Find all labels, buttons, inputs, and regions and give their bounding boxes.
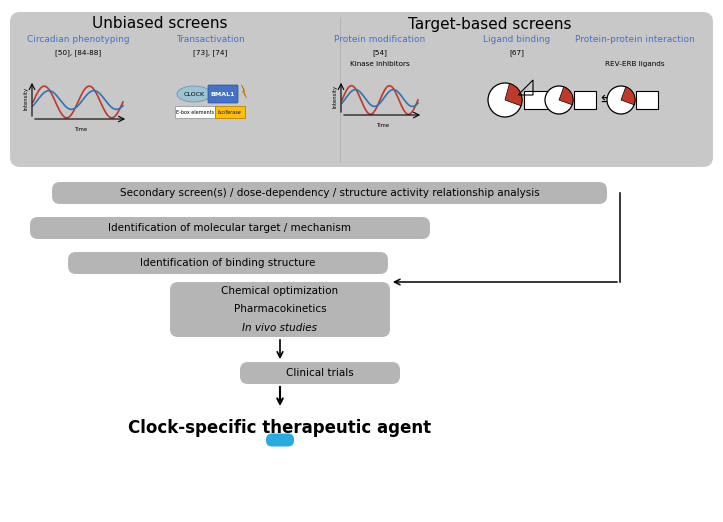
Text: Transactivation: Transactivation bbox=[176, 35, 244, 44]
Text: Chemical optimization: Chemical optimization bbox=[221, 286, 338, 296]
Ellipse shape bbox=[177, 86, 211, 102]
Polygon shape bbox=[241, 85, 247, 98]
Text: Circadian phenotyping: Circadian phenotyping bbox=[27, 35, 129, 44]
Text: ⇆: ⇆ bbox=[600, 93, 612, 107]
Text: [73], [74]: [73], [74] bbox=[193, 50, 227, 56]
Circle shape bbox=[545, 86, 573, 114]
Text: Pharmacokinetics: Pharmacokinetics bbox=[234, 304, 326, 314]
Text: E-box elements: E-box elements bbox=[176, 110, 214, 114]
Text: Protein-protein interaction: Protein-protein interaction bbox=[575, 35, 695, 44]
FancyBboxPatch shape bbox=[208, 85, 238, 103]
Bar bbox=[524, 91, 550, 109]
Text: Identification of binding structure: Identification of binding structure bbox=[140, 258, 316, 268]
Text: [54]: [54] bbox=[372, 50, 388, 56]
Bar bbox=[175, 106, 215, 118]
Text: [50], [84-88]: [50], [84-88] bbox=[55, 50, 101, 56]
Bar bbox=[574, 91, 596, 109]
Text: Time: Time bbox=[377, 123, 390, 128]
FancyBboxPatch shape bbox=[240, 362, 400, 384]
Text: Clock-specific therapeutic agent: Clock-specific therapeutic agent bbox=[129, 419, 432, 437]
FancyBboxPatch shape bbox=[170, 282, 390, 337]
Wedge shape bbox=[621, 87, 635, 105]
FancyBboxPatch shape bbox=[10, 12, 713, 167]
Text: REV-ERB ligands: REV-ERB ligands bbox=[605, 61, 665, 67]
Text: Unbiased screens: Unbiased screens bbox=[93, 17, 228, 31]
Text: luciferase: luciferase bbox=[218, 110, 242, 114]
Bar bbox=[636, 91, 658, 109]
Text: Time: Time bbox=[75, 127, 88, 132]
Text: Clinical trials: Clinical trials bbox=[286, 368, 354, 378]
Text: Intensity: Intensity bbox=[24, 87, 28, 110]
Text: Secondary screen(s) / dose-dependency / structure activity relationship analysis: Secondary screen(s) / dose-dependency / … bbox=[119, 188, 539, 198]
Text: Kinase inhibitors: Kinase inhibitors bbox=[350, 61, 410, 67]
Text: In vivo studies: In vivo studies bbox=[242, 323, 317, 333]
FancyBboxPatch shape bbox=[68, 252, 388, 274]
FancyBboxPatch shape bbox=[30, 217, 430, 239]
Text: CLOCK: CLOCK bbox=[184, 91, 205, 97]
Wedge shape bbox=[559, 87, 573, 105]
FancyBboxPatch shape bbox=[266, 433, 294, 446]
FancyBboxPatch shape bbox=[52, 182, 607, 204]
Text: Target-based screens: Target-based screens bbox=[408, 17, 572, 31]
Circle shape bbox=[488, 83, 522, 117]
Text: Intensity: Intensity bbox=[333, 85, 338, 108]
Text: [67]: [67] bbox=[510, 50, 524, 56]
Circle shape bbox=[607, 86, 635, 114]
Text: Identification of molecular target / mechanism: Identification of molecular target / mec… bbox=[108, 223, 351, 233]
Text: Ligand binding: Ligand binding bbox=[484, 35, 551, 44]
Text: Protein modification: Protein modification bbox=[334, 35, 426, 44]
Text: BMAL1: BMAL1 bbox=[210, 91, 235, 97]
Wedge shape bbox=[505, 84, 522, 106]
Bar bbox=[215, 106, 245, 118]
